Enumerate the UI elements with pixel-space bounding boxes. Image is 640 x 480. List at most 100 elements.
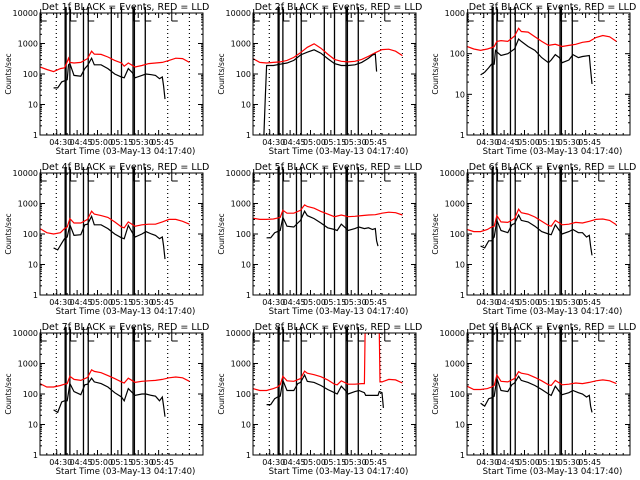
top-bracket-marker	[384, 329, 391, 342]
y-tick-label: 1000	[18, 40, 38, 49]
x-axis-label: Start Time (03-May-13 04:17:40)	[269, 307, 409, 317]
plot-title: Det 1f BLACK = Events, RED = LLD	[42, 2, 210, 13]
y-tick-label: 1000	[231, 200, 251, 209]
x-axis-label: Start Time (03-May-13 04:17:40)	[269, 467, 409, 477]
y-tick-label: 1000	[445, 9, 465, 18]
x-tick-label: 04:45	[283, 298, 306, 307]
x-tick-label: 05:45	[151, 298, 174, 307]
top-bracket-marker	[497, 329, 504, 342]
top-bracket-marker	[571, 9, 579, 22]
series-lld-red-line	[40, 368, 190, 388]
x-tick-label: 05:30	[131, 298, 154, 307]
top-bracket-marker	[171, 169, 178, 182]
x-tick-label: 04:45	[283, 138, 306, 147]
top-bracket-marker	[70, 329, 77, 342]
x-axis-label: Start Time (03-May-13 04:17:40)	[56, 307, 196, 317]
top-bracket-marker	[467, 169, 474, 182]
x-tick-label: 05:00	[90, 138, 113, 147]
top-bracket-marker	[87, 329, 95, 342]
top-bracket-marker	[560, 329, 567, 342]
plot-title: Det 8f BLACK = Events, RED = LLD	[255, 322, 423, 333]
x-tick-label: 05:30	[344, 458, 367, 467]
top-bracket-marker	[357, 169, 365, 182]
series-events-black-line	[480, 213, 593, 256]
y-tick-label: 1000	[445, 360, 465, 369]
top-bracket-marker	[70, 169, 77, 182]
top-bracket-marker	[560, 9, 567, 22]
y-tick-label: 10000	[226, 169, 251, 178]
y-tick-label: 10	[28, 421, 38, 430]
series-events-black-line	[480, 375, 593, 413]
x-tick-label: 04:30	[49, 458, 72, 467]
y-tick-label: 10	[241, 261, 251, 270]
x-tick-label: 04:45	[70, 138, 93, 147]
y-tick-label: 10000	[440, 329, 465, 338]
series-lld-red-line	[467, 27, 617, 52]
x-tick-label: 05:00	[90, 298, 113, 307]
y-axis-label: Counts/sec	[431, 373, 440, 414]
x-tick-label: 04:45	[70, 458, 93, 467]
y-tick-label: 1	[33, 291, 38, 300]
y-axis-label: Counts/sec	[217, 373, 226, 414]
top-bracket-marker	[346, 329, 353, 342]
x-tick-label: 04:45	[497, 138, 520, 147]
panel-det-8: Det 8f BLACK = Events, RED = LLD 1 10 100 10…	[217, 322, 422, 477]
series-lld-red-line	[467, 370, 617, 391]
x-tick-label: 05:15	[110, 298, 133, 307]
x-tick-label: 05:15	[110, 458, 133, 467]
x-tick-label: 04:30	[476, 138, 499, 147]
plot-title: Det 6f BLACK = Events, RED = LLD	[469, 162, 637, 173]
plot-title: Det 2f BLACK = Events, RED = LLD	[255, 2, 423, 13]
top-bracket-marker	[300, 9, 308, 22]
top-bracket-marker	[40, 329, 47, 342]
x-tick-label: 05:00	[303, 138, 326, 147]
x-tick-label: 05:45	[578, 458, 601, 467]
top-bracket-marker	[171, 329, 178, 342]
x-axis-label: Start Time (03-May-13 04:17:40)	[483, 147, 623, 157]
y-tick-label: 100	[236, 70, 251, 79]
y-tick-label: 10	[455, 261, 465, 270]
top-bracket-marker	[560, 169, 567, 182]
top-bracket-marker	[87, 9, 95, 22]
top-bracket-marker	[144, 169, 152, 182]
y-tick-label: 1000	[231, 40, 251, 49]
top-bracket-marker	[514, 169, 522, 182]
top-bracket-marker	[253, 169, 260, 182]
x-tick-label: 05:45	[578, 298, 601, 307]
x-tick-label: 04:45	[283, 458, 306, 467]
series-events-black-line	[53, 56, 166, 100]
top-bracket-marker	[346, 169, 353, 182]
x-tick-label: 05:45	[151, 138, 174, 147]
x-tick-label: 04:30	[262, 298, 285, 307]
top-bracket-marker	[283, 169, 290, 182]
x-tick-label: 05:30	[344, 298, 367, 307]
y-axis-label: Counts/sec	[217, 53, 226, 94]
y-axis-label: Counts/sec	[431, 213, 440, 254]
top-bracket-marker	[300, 329, 308, 342]
y-tick-label: 100	[450, 390, 465, 399]
x-tick-label: 05:45	[364, 138, 387, 147]
panel-det-9: Det 9f BLACK = Events, RED = LLD 1 10 100 10…	[431, 322, 636, 477]
top-bracket-marker	[467, 329, 474, 342]
panel-det-1: Det 1f BLACK = Events, RED = LLD 1 10 100 10…	[4, 2, 209, 157]
top-bracket-marker	[346, 9, 353, 22]
x-tick-label: 04:45	[70, 298, 93, 307]
plot-title: Det 5f BLACK = Events, RED = LLD	[255, 162, 423, 173]
panel-det-2: Det 2f BLACK = Events, RED = LLD 1 10 100 10…	[217, 2, 422, 157]
x-tick-label: 05:15	[537, 138, 560, 147]
x-tick-label: 05:45	[578, 138, 601, 147]
top-bracket-marker	[357, 329, 365, 342]
y-tick-label: 1000	[231, 360, 251, 369]
series-lld-red-line	[40, 50, 190, 73]
x-tick-label: 05:00	[517, 138, 540, 147]
y-tick-label: 1000	[18, 200, 38, 209]
x-tick-label: 05:30	[558, 298, 581, 307]
y-tick-label: 10000	[226, 9, 251, 18]
x-tick-label: 04:30	[262, 458, 285, 467]
x-tick-label: 05:15	[323, 138, 346, 147]
top-bracket-marker	[133, 329, 140, 342]
y-tick-label: 100	[236, 230, 251, 239]
y-tick-label: 100	[23, 230, 38, 239]
top-bracket-marker	[144, 329, 152, 342]
